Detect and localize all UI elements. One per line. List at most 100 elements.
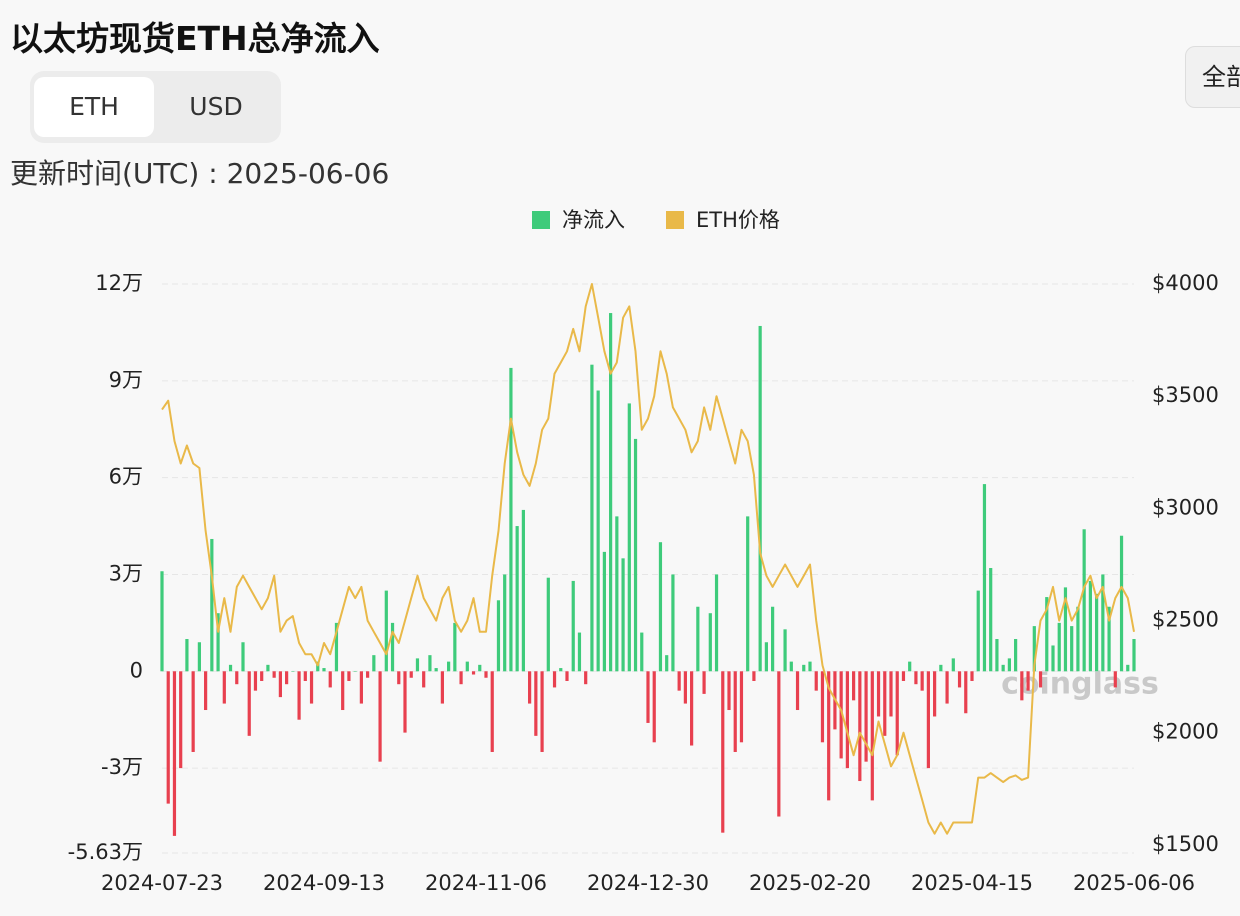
- bar: [179, 671, 183, 769]
- bar: [428, 655, 432, 672]
- bar: [1082, 529, 1086, 672]
- bar: [665, 655, 669, 672]
- bar: [814, 671, 818, 691]
- page-title: 以太坊现货ETH总净流入: [10, 19, 380, 58]
- bar: [845, 671, 849, 769]
- bar: [534, 671, 538, 736]
- legend-swatch: [666, 211, 684, 229]
- bar: [696, 606, 700, 672]
- bar: [746, 516, 750, 672]
- bar: [291, 671, 295, 672]
- bar: [1007, 658, 1011, 672]
- bar: [328, 671, 332, 688]
- bar: [783, 629, 787, 672]
- bar: [228, 664, 233, 672]
- y-tick-label: 6万: [109, 465, 143, 489]
- bar: [621, 558, 625, 672]
- bar: [272, 671, 276, 678]
- bar: [316, 661, 320, 672]
- bar: [908, 661, 912, 672]
- bar: [914, 671, 918, 685]
- bar: [945, 671, 949, 704]
- bar: [453, 622, 457, 672]
- bar: [210, 538, 214, 672]
- y-tick-label: 12万: [95, 271, 143, 295]
- bar: [609, 313, 613, 672]
- bar: [957, 671, 962, 688]
- bar: [447, 661, 451, 672]
- bar: [889, 671, 893, 717]
- update-time: 更新时间(UTC) : 2025-06-06: [10, 157, 390, 190]
- bar: [976, 590, 980, 672]
- bar: [260, 671, 264, 681]
- bar: [1088, 580, 1092, 672]
- bar: [253, 671, 258, 691]
- bar: [1026, 671, 1030, 691]
- bar: [546, 577, 550, 672]
- bar: [1051, 645, 1055, 672]
- bar: [222, 671, 226, 704]
- bar: [384, 590, 388, 672]
- bar: [347, 671, 351, 681]
- bar: [758, 325, 762, 672]
- bar: [403, 671, 407, 733]
- bar: [939, 664, 943, 672]
- tab-eth[interactable]: ETH: [34, 77, 154, 137]
- bar: [658, 542, 663, 672]
- bar: [465, 661, 469, 672]
- bar: [964, 671, 968, 714]
- tab-usd[interactable]: USD: [189, 92, 243, 121]
- y-tick-label: -5.63万: [68, 840, 143, 864]
- bar: [1038, 671, 1043, 688]
- bar: [1095, 593, 1099, 672]
- y2-tick-label: $2000: [1152, 720, 1219, 744]
- y-tick-label: 0: [130, 658, 143, 682]
- bar: [1014, 639, 1018, 672]
- bar: [1032, 626, 1036, 672]
- y2-tick-label: $2500: [1152, 608, 1219, 632]
- bar: [241, 642, 245, 672]
- legend-label: ETH价格: [696, 208, 780, 232]
- bar: [839, 671, 843, 759]
- bar: [883, 671, 887, 736]
- bar: [951, 658, 955, 672]
- bar: [584, 671, 588, 685]
- bar: [727, 671, 731, 711]
- bar: [858, 671, 862, 782]
- bar: [341, 671, 345, 711]
- bar: [646, 671, 650, 723]
- bar: [714, 574, 719, 672]
- bar: [552, 671, 557, 688]
- x-tick-label: 2025-04-15: [911, 871, 1033, 895]
- bar: [802, 664, 806, 672]
- bar: [515, 526, 519, 672]
- bar: [995, 639, 999, 672]
- bar: [216, 613, 220, 672]
- bar: [1070, 626, 1074, 672]
- bar: [702, 671, 706, 694]
- bar: [471, 671, 476, 675]
- bar: [1113, 671, 1117, 688]
- y2-tick-label: $1500: [1152, 832, 1219, 856]
- bar: [172, 671, 177, 836]
- range-button[interactable]: 全部: [1185, 46, 1240, 108]
- y-tick-label: -3万: [101, 755, 143, 779]
- bar: [671, 574, 675, 672]
- bar: [852, 671, 856, 701]
- bar: [1101, 574, 1105, 672]
- bar: [771, 606, 775, 672]
- x-tick-label: 2024-09-13: [263, 871, 385, 895]
- bar: [1063, 587, 1068, 672]
- bar: [752, 671, 756, 681]
- bar: [366, 671, 370, 678]
- bar: [204, 671, 208, 711]
- bar: [633, 438, 638, 672]
- bar: [864, 671, 868, 762]
- bar: [602, 551, 606, 672]
- bar: [521, 509, 525, 672]
- bar: [1107, 606, 1111, 672]
- bar: [920, 671, 924, 691]
- bar: [1126, 664, 1130, 672]
- bar: [571, 580, 575, 672]
